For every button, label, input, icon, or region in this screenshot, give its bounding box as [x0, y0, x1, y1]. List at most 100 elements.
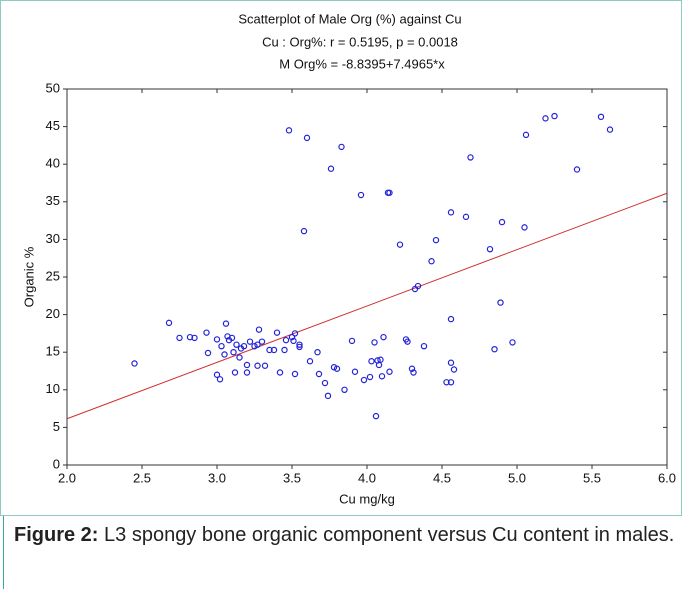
data-point: [486, 245, 494, 253]
data-point: [360, 376, 368, 384]
data-point: [231, 369, 239, 376]
data-point: [243, 369, 251, 376]
data-point: [261, 362, 269, 369]
data-point: [306, 358, 314, 365]
data-point: [386, 189, 393, 196]
data-point: [522, 131, 530, 139]
data-point: [371, 339, 378, 346]
data-point: [233, 341, 240, 348]
data-point: [333, 365, 341, 372]
data-point: [191, 334, 198, 342]
data-point: [290, 337, 297, 345]
data-point: [213, 336, 221, 343]
x-tick-label: 2.0: [58, 470, 76, 485]
data-point: [243, 361, 251, 369]
data-point: [420, 342, 428, 350]
regression-equation: M Org% = -8.8395+7.4965*x: [279, 56, 445, 71]
data-point: [378, 373, 386, 380]
data-point: [447, 315, 455, 323]
y-tick-label: 50: [46, 80, 60, 95]
data-point: [348, 337, 356, 345]
data-point: [447, 379, 455, 386]
y-tick-label: 25: [46, 268, 60, 283]
y-tick-label: 0: [53, 456, 60, 471]
y-tick-label: 35: [46, 193, 60, 208]
y-tick-label: 40: [46, 156, 60, 171]
x-tick-label: 4.0: [358, 470, 376, 485]
data-point: [368, 358, 375, 365]
data-point: [410, 369, 417, 376]
y-tick-label: 10: [46, 381, 60, 396]
data-point: [498, 218, 506, 226]
caption-label: Figure 2:: [14, 524, 99, 546]
data-point: [218, 342, 225, 350]
caption-text: L3 spongy bone organic component versus …: [104, 524, 675, 546]
data-point: [240, 342, 248, 350]
x-tick-label: 3.5: [283, 470, 301, 485]
data-point: [254, 362, 261, 369]
data-point: [338, 143, 345, 151]
y-axis-label: Organic %: [21, 246, 36, 307]
data-point: [377, 356, 384, 363]
data-point: [270, 346, 278, 354]
data-point: [357, 191, 365, 199]
data-point: [606, 126, 614, 133]
chart-subtitle: Cu : Org%: r = 0.5195, p = 0.0018: [262, 34, 458, 49]
data-point: [467, 154, 474, 161]
data-point: [491, 345, 498, 353]
data-point: [551, 112, 558, 120]
data-point: [341, 386, 348, 393]
data-point: [432, 236, 440, 244]
chart-title: Scatterplot of Male Org (%) against Cu: [238, 11, 461, 26]
data-point: [131, 360, 138, 367]
data-point: [288, 333, 296, 341]
data-point: [203, 329, 210, 336]
data-point: [404, 338, 411, 345]
data-point: [221, 351, 228, 358]
data-point: [428, 258, 435, 265]
caption-rule: [3, 516, 4, 589]
x-axis-label: Cu mg/kg: [339, 491, 395, 506]
x-tick-label: 6.0: [658, 470, 676, 485]
data-point: [321, 379, 329, 387]
x-tick-label: 5.5: [583, 470, 601, 485]
x-tick-label: 2.5: [133, 470, 151, 485]
data-point: [450, 366, 458, 373]
data-point: [291, 370, 299, 378]
data-point: [291, 330, 299, 337]
data-point: [216, 376, 224, 383]
data-point: [372, 412, 380, 420]
data-point: [204, 349, 212, 357]
chart: Scatterplot of Male Org (%) against Cu C…: [0, 0, 682, 516]
data-point: [497, 299, 504, 306]
caption: Figure 2: L3 spongy bone organic compone…: [14, 520, 676, 550]
data-point: [573, 166, 581, 173]
y-tick-label: 45: [46, 118, 60, 133]
data-point: [236, 354, 243, 361]
data-point: [447, 359, 455, 366]
y-tick-label: 5: [53, 419, 60, 434]
y-tick-label: 15: [46, 344, 60, 359]
data-point: [300, 227, 308, 235]
data-point: [351, 368, 359, 375]
data-point: [315, 370, 323, 378]
data-point: [366, 373, 374, 381]
y-tick-label: 30: [46, 231, 60, 246]
data-point: [396, 241, 404, 248]
x-tick-label: 5.0: [508, 470, 526, 485]
data-point: [222, 320, 230, 327]
data-point: [276, 369, 284, 376]
data-point: [254, 341, 261, 348]
data-point: [296, 343, 303, 351]
data-point: [282, 336, 290, 344]
data-point: [176, 334, 183, 342]
data-point: [386, 368, 393, 375]
y-tick-label: 20: [46, 306, 60, 321]
regression-line: [66, 192, 668, 420]
data-point: [414, 282, 422, 290]
data-point: [281, 346, 288, 354]
data-point: [447, 209, 455, 216]
data-point: [408, 365, 416, 372]
data-point: [303, 134, 311, 142]
